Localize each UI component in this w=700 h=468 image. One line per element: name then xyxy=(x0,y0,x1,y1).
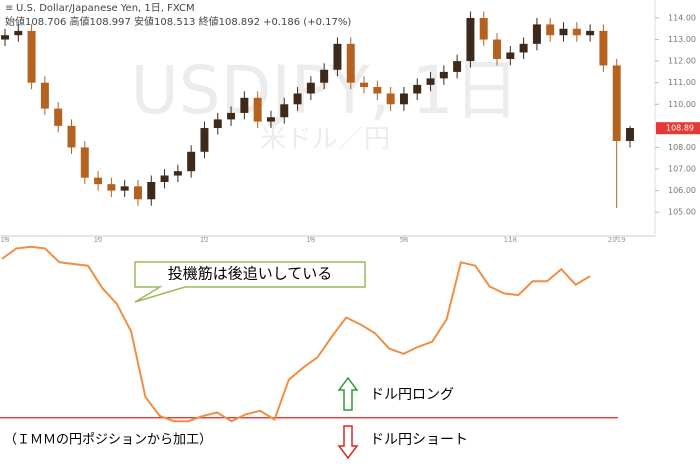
candle-body xyxy=(253,97,262,122)
candle-body xyxy=(200,128,209,152)
candle-body xyxy=(133,186,142,200)
candle-body xyxy=(519,43,528,53)
candle-body xyxy=(280,104,289,118)
source-note: （ＩＭＭの円ポジションから加工） xyxy=(4,433,212,448)
candle-body xyxy=(40,82,49,109)
watermark-subtitle: 米ドル／円 xyxy=(260,125,390,155)
position-line xyxy=(1,245,591,423)
candle-body xyxy=(626,128,634,141)
candle-body xyxy=(120,186,129,191)
short-label: ドル円ショート xyxy=(370,432,468,448)
candle-body xyxy=(266,117,275,122)
callout-box xyxy=(134,261,366,303)
candle-body xyxy=(493,39,502,59)
chart-title: U.S. Dollar/Japanese Yen, 1日, FXCM xyxy=(16,3,195,14)
candle-body xyxy=(360,82,369,88)
candle-body xyxy=(240,97,249,113)
candle-body xyxy=(586,30,595,36)
y-tick-label: 110.00 xyxy=(668,100,696,109)
candle-body xyxy=(386,93,395,105)
candle-body xyxy=(293,93,302,105)
candle-body xyxy=(80,147,89,178)
x-tick-label: 18 xyxy=(306,236,315,244)
candle-body xyxy=(399,93,408,105)
x-tick-label: 10 xyxy=(94,236,103,244)
candle-body xyxy=(54,108,63,126)
candle-body xyxy=(559,28,568,36)
candle-body xyxy=(1,35,9,40)
y-tick-label: 106.00 xyxy=(668,186,696,195)
y-tick-label: 113.00 xyxy=(668,35,696,44)
y-tick-label: 111.00 xyxy=(668,78,696,87)
candle-body xyxy=(572,28,581,36)
header-menu: ≡ xyxy=(5,3,13,14)
y-tick-label: 105.00 xyxy=(668,208,696,217)
candle-body xyxy=(147,181,156,200)
candle-body xyxy=(506,52,515,59)
candle-body xyxy=(14,30,23,36)
candle-body xyxy=(213,119,222,129)
candle-body xyxy=(160,175,169,182)
watermark: USDJPY, 1日 xyxy=(130,52,519,129)
candle-body xyxy=(439,71,448,79)
y-tick-label: 114.00 xyxy=(668,13,696,22)
candle-body xyxy=(479,17,488,40)
x-tick-label: 58 xyxy=(399,236,408,244)
y-tick-label: 107.00 xyxy=(668,165,696,174)
callout-text: 投機筋は後追いしている xyxy=(168,265,333,283)
long-arrow xyxy=(337,376,359,411)
candle-body xyxy=(346,43,355,83)
y-tick-label: 112.00 xyxy=(668,57,696,66)
candle-body xyxy=(546,24,555,36)
candle-body xyxy=(27,30,36,83)
price-marker-label: 108.89 xyxy=(666,124,694,133)
candle-body xyxy=(107,184,116,191)
candle-body xyxy=(373,87,382,94)
candle-body xyxy=(94,177,103,185)
candle-body xyxy=(320,69,329,83)
x-tick-label: 118 xyxy=(504,236,517,244)
candle-body xyxy=(426,78,435,85)
candle-body xyxy=(173,171,182,176)
candle-body xyxy=(413,84,422,94)
price-marker xyxy=(656,122,700,135)
x-tick-label: 12 xyxy=(200,236,209,244)
short-arrow xyxy=(337,425,359,460)
long-label: ドル円ロング xyxy=(370,387,454,403)
candle-body xyxy=(187,151,196,172)
candle-body xyxy=(532,24,541,44)
candle-body xyxy=(333,43,342,70)
candle-body xyxy=(306,82,315,94)
y-tick-label: 108.00 xyxy=(668,143,696,152)
candle-body xyxy=(67,125,76,148)
candle-body xyxy=(227,112,236,120)
candle-body xyxy=(453,61,462,72)
x-tick-label: 2019 xyxy=(608,236,626,244)
x-tick-label: 18 xyxy=(1,236,10,244)
candle-body xyxy=(466,17,475,62)
candle-body xyxy=(612,65,621,141)
candle-body xyxy=(599,30,608,66)
ohlc-header: 始値108.706 高値108.997 安値108.513 終値108.892 … xyxy=(5,15,351,28)
